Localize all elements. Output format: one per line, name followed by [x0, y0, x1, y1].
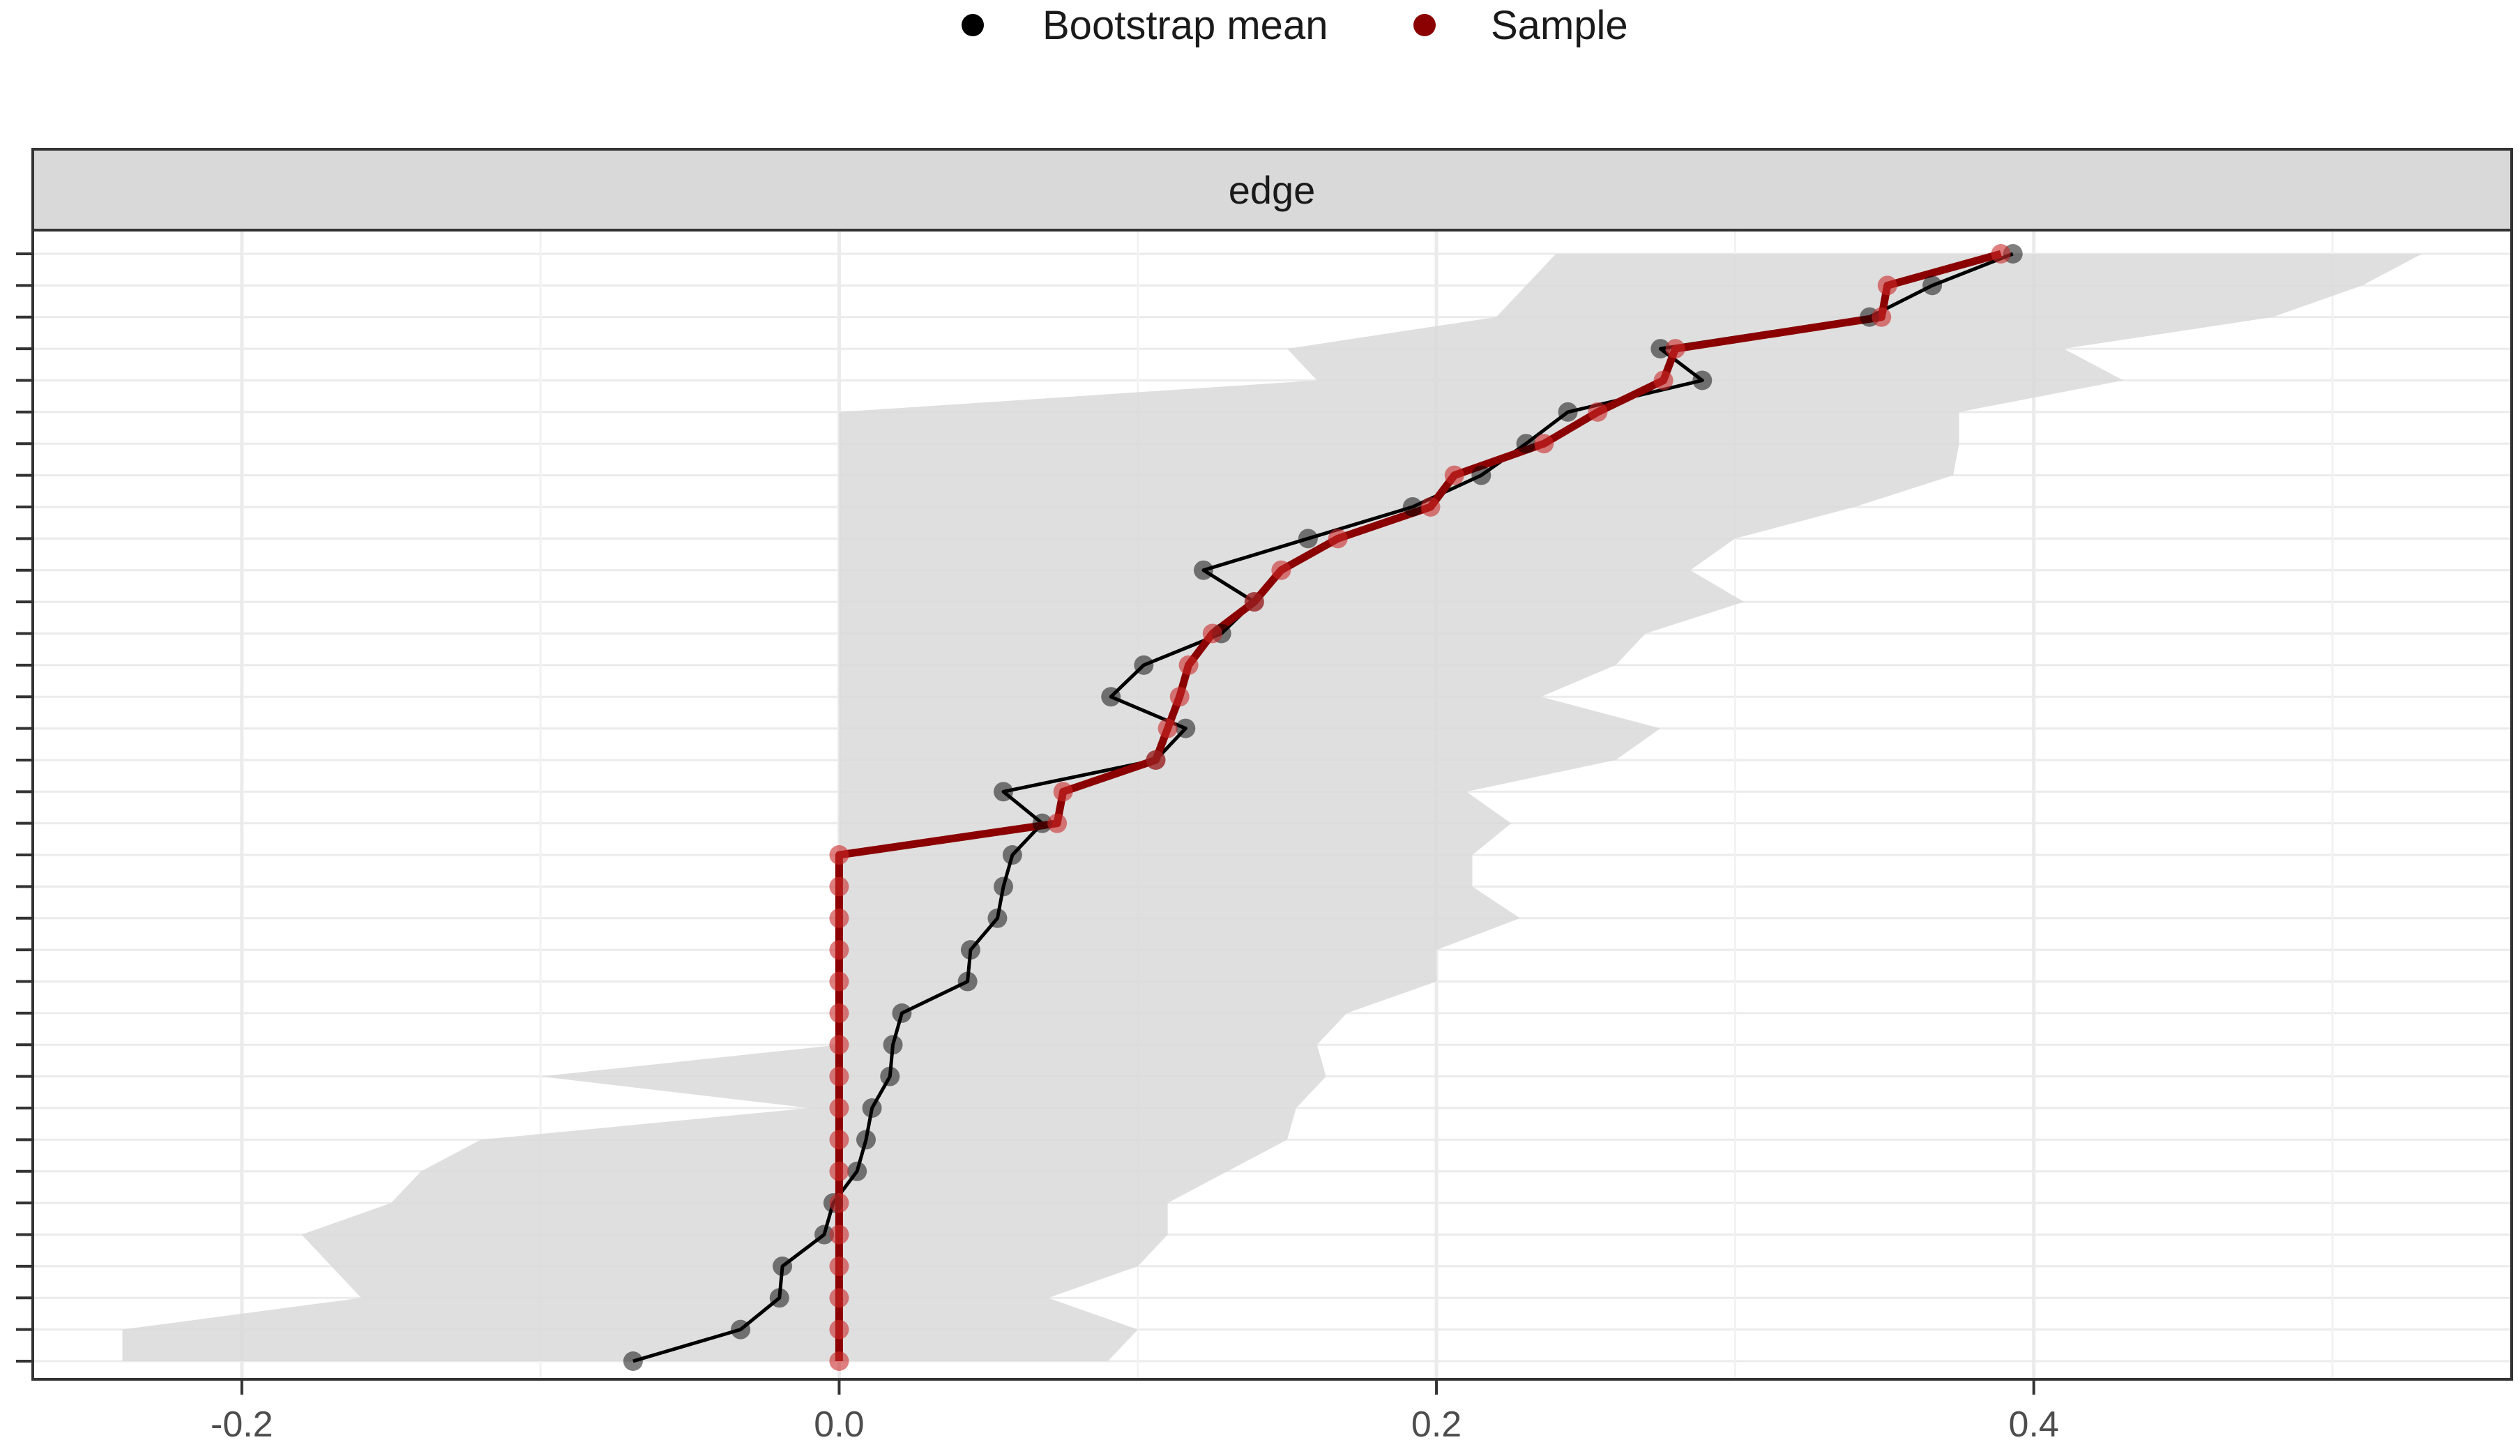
point-sample [1665, 339, 1685, 359]
point-bootstrap-mean [1002, 845, 1022, 865]
y-axis-ticks [16, 252, 33, 1363]
point-bootstrap-mean [862, 1098, 882, 1118]
point-bootstrap-mean [883, 1035, 903, 1055]
point-sample [829, 1035, 849, 1055]
point-sample [829, 908, 849, 928]
point-bootstrap-mean [773, 1256, 793, 1276]
point-bootstrap-mean [957, 971, 978, 992]
point-bootstrap-mean [623, 1351, 643, 1371]
point-bootstrap-mean [987, 908, 1008, 928]
point-sample [829, 877, 849, 897]
point-sample [829, 845, 849, 865]
legend: Bootstrap mean Sample [962, 3, 1628, 48]
point-bootstrap-mean [1692, 370, 1713, 390]
legend-label-bootstrap-mean: Bootstrap mean [1042, 3, 1328, 48]
x-tick-label: 0.0 [814, 1404, 864, 1445]
point-sample [1178, 655, 1199, 675]
point-bootstrap-mean [814, 1224, 835, 1245]
facet-strip-label: edge [1229, 168, 1316, 212]
point-sample [1146, 750, 1166, 770]
point-bootstrap-mean [1176, 718, 1196, 738]
point-bootstrap-mean [1101, 687, 1121, 707]
legend-key-sample [1413, 14, 1436, 36]
x-tick-label: 0.2 [1411, 1404, 1462, 1445]
point-sample [1271, 560, 1291, 580]
point-bootstrap-mean [847, 1161, 867, 1181]
point-sample [829, 1098, 849, 1118]
point-sample [829, 1351, 849, 1371]
point-bootstrap-mean [960, 940, 980, 960]
point-sample [1872, 307, 1892, 327]
facet-strip-background [31, 148, 2513, 232]
point-bootstrap-mean [1193, 560, 1213, 580]
point-bootstrap-mean [880, 1066, 900, 1086]
facet-strip: edge [31, 148, 2513, 232]
x-tick-label: -0.2 [211, 1404, 273, 1445]
point-sample [829, 1319, 849, 1340]
point-bootstrap-mean [994, 877, 1014, 897]
point-sample [1877, 275, 1897, 296]
point-sample [1157, 718, 1178, 738]
point-bootstrap-mean [1471, 465, 1491, 485]
point-sample [829, 1224, 849, 1245]
x-axis-ticks: -0.2 0.0 0.2 0.4 [211, 1379, 2059, 1445]
point-bootstrap-mean [1650, 339, 1671, 359]
point-bootstrap-mean [1402, 496, 1422, 517]
panel-border [31, 229, 2513, 1381]
point-sample [1444, 465, 1464, 485]
point-sample [1202, 623, 1222, 644]
point-bootstrap-mean [994, 782, 1014, 802]
point-bootstrap-mean [1922, 275, 1943, 296]
legend-key-bootstrap-mean [962, 14, 984, 36]
point-sample [829, 1288, 849, 1308]
legend-label-sample: Sample [1491, 3, 1628, 48]
point-sample [1653, 370, 1673, 390]
point-bootstrap-mean [1516, 434, 1536, 454]
point-sample [829, 971, 849, 992]
point-sample [1244, 592, 1264, 612]
point-sample [829, 1003, 849, 1023]
point-sample [1534, 434, 1554, 454]
point-sample [829, 1130, 849, 1150]
point-sample [1991, 244, 2011, 264]
point-sample [1420, 496, 1441, 517]
point-bootstrap-mean [769, 1288, 789, 1308]
point-bootstrap-mean [1134, 655, 1154, 675]
point-bootstrap-mean [856, 1130, 876, 1150]
point-bootstrap-mean [892, 1003, 912, 1023]
point-bootstrap-mean [1032, 813, 1052, 833]
point-sample [1328, 529, 1348, 549]
confidence-band [122, 254, 2422, 1361]
point-sample [829, 1161, 849, 1181]
point-bootstrap-mean [731, 1319, 751, 1340]
point-sample [829, 940, 849, 960]
point-sample [1047, 813, 1068, 833]
point-bootstrap-mean [1558, 402, 1578, 422]
point-sample [1053, 782, 1073, 802]
point-sample [829, 1193, 849, 1213]
point-sample [1169, 687, 1190, 707]
point-sample [829, 1256, 849, 1276]
points-sample [829, 244, 2011, 1371]
x-tick-label: 0.4 [2009, 1404, 2059, 1445]
point-sample [1588, 402, 1608, 422]
point-bootstrap-mean [1298, 529, 1318, 549]
point-sample [829, 1066, 849, 1086]
